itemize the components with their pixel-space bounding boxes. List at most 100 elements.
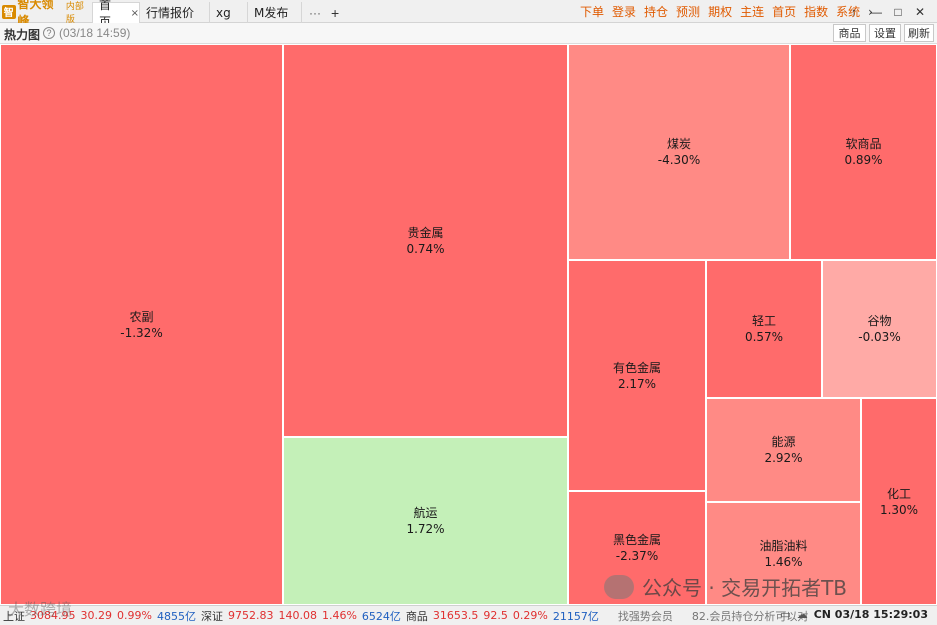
menu-order[interactable]: 下单 (580, 5, 605, 19)
refresh-button[interactable]: 刷新 (904, 24, 934, 42)
logo-icon: 智 (2, 4, 16, 19)
cell-percent: -1.32% (120, 325, 163, 340)
heatmap-cell-light-industry[interactable]: 轻工 0.57% (706, 260, 822, 398)
message-icon[interactable]: ▭ (780, 608, 791, 621)
menu-index[interactable]: 指数 (804, 5, 829, 19)
cell-percent: 1.46% (764, 554, 803, 569)
cell-name: 农副 (129, 309, 154, 324)
watermark-text: 公众号 · 交易开拓者TB (642, 576, 848, 600)
tab-m-publish[interactable]: M发布 (248, 2, 302, 23)
status-right: ▭ ☁ CN 03/18 15:29:03 (780, 608, 933, 621)
cell-name: 软商品 (845, 137, 882, 151)
ticker-message-2[interactable]: 82.会员持仓分析可以对 (691, 609, 809, 623)
cell-percent: 1.30% (879, 502, 919, 517)
heatmap-cell-ferrous[interactable]: 黑色金属 -2.37% (568, 491, 706, 605)
close-icon[interactable]: × (130, 7, 139, 19)
cell-name: 黑色金属 (612, 533, 661, 547)
ticker-message-1[interactable]: 找强势会员 (617, 609, 673, 623)
logo-edition: 内部版 (65, 1, 84, 25)
cell-percent: 0.89% (844, 153, 883, 167)
menu-forecast[interactable]: 预测 (676, 5, 701, 19)
heatmap-cell-nonferrous[interactable]: 有色金属 2.17% (568, 260, 706, 491)
cell-name: 贵金属 (407, 225, 444, 240)
sh-index-volume: 4855亿 (156, 609, 196, 623)
tab-bar: 智 智大领峰 内部版 首页 × 行情报价 xg M发布 ··· + 下单 登录 … (0, 0, 937, 29)
menu-login[interactable]: 登录 (612, 5, 637, 19)
heatmap-header: 热力图 ? (03/18 14:59) 商品 设置 刷新 (0, 23, 937, 44)
sz-index-label: 深证 (200, 609, 223, 623)
top-menu: 下单 登录 持仓 预测 期权 主连 首页 指数 系统 › (580, 0, 873, 23)
cell-name: 有色金属 (612, 360, 661, 375)
sz-index-volume: 6524亿 (361, 609, 401, 623)
minimize-icon[interactable]: — (870, 4, 882, 19)
menu-positions[interactable]: 持仓 (644, 5, 669, 19)
heatmap-cell-oils-oilseeds[interactable]: 油脂油料 1.46% (706, 502, 861, 605)
tab-label: xg (216, 5, 231, 20)
sz-index-percent: 1.46% (321, 609, 357, 622)
cell-percent: -0.03% (858, 330, 901, 344)
cell-percent: 0.74% (406, 241, 445, 256)
page-title: 热力图 (4, 28, 41, 42)
sector-heatmap: 农副 -1.32% 贵金属 0.74% 航运 1.72% 煤炭 -4.30% 软… (0, 44, 937, 605)
maximize-icon[interactable]: □ (894, 4, 902, 19)
chevron-right-icon[interactable]: › (868, 4, 873, 19)
heatmap-cell-grains[interactable]: 谷物 -0.03% (822, 260, 937, 398)
heatmap-cell-precious-metals[interactable]: 贵金属 0.74% (283, 44, 568, 437)
commodity-index-value: 31653.5 (432, 609, 479, 622)
sh-index-percent: 0.99% (117, 609, 152, 622)
cell-percent: 1.72% (406, 522, 445, 536)
app-logo: 智 智大领峰 内部版 (0, 0, 92, 28)
heatmap-cell-soft-commodities[interactable]: 软商品 0.89% (790, 44, 937, 260)
cell-percent: 2.17% (617, 376, 657, 391)
commodity-button[interactable]: 商品 (833, 24, 866, 42)
cloud-icon[interactable]: ☁ (796, 608, 808, 621)
menu-main-contract[interactable]: 主连 (740, 5, 765, 19)
cell-name: 能源 (771, 435, 796, 449)
cell-percent: -4.30% (657, 153, 701, 167)
heatmap-cell-shipping[interactable]: 航运 1.72% (283, 437, 568, 605)
clock-time: CN 03/18 15:29:03 (813, 608, 928, 621)
cell-percent: -2.37% (615, 549, 659, 563)
commodity-index-volume: 21157亿 (552, 609, 599, 623)
settings-button[interactable]: 设置 (869, 24, 901, 42)
sh-index-label: 上证 (3, 609, 25, 623)
tab-label: 行情报价 (146, 6, 195, 20)
pin-icon[interactable]: ↑ (851, 4, 857, 19)
tab-quotes[interactable]: 行情报价 (140, 2, 210, 23)
menu-system[interactable]: 系统 (836, 5, 861, 19)
close-window-icon[interactable]: ✕ (914, 4, 926, 19)
heatmap-cell-chemicals[interactable]: 化工 1.30% (861, 398, 937, 605)
status-bar: 上证 3084.95 30.29 0.99% 4855亿 深证 9752.83 … (0, 605, 937, 625)
sz-index-change: 140.08 (278, 609, 317, 622)
cell-name: 油脂油料 (759, 538, 808, 553)
more-tabs-icon[interactable]: ··· (309, 5, 321, 20)
sz-index-value: 9752.83 (227, 609, 274, 622)
commodity-index-percent: 0.29% (512, 609, 548, 622)
menu-options[interactable]: 期权 (708, 5, 733, 19)
cell-name: 谷物 (867, 314, 892, 328)
cell-percent: 2.92% (764, 451, 803, 465)
watermark-left: 大数跨境 (8, 600, 73, 619)
sh-index-change: 30.29 (80, 609, 113, 622)
cell-name: 轻工 (751, 314, 776, 328)
add-tab-icon[interactable]: + (331, 4, 340, 21)
watermark-right: 公众号 · 交易开拓者TB (604, 572, 847, 601)
tab-home[interactable]: 首页 × (92, 0, 140, 29)
menu-home[interactable]: 首页 (772, 5, 797, 19)
cell-name: 航运 (413, 506, 438, 520)
commodity-index-label: 商品 (405, 609, 428, 623)
cell-name: 煤炭 (666, 137, 691, 151)
commodity-index-change: 92.5 (483, 609, 508, 622)
window-controls: ↑ — □ ✕ (843, 0, 931, 23)
heatmap-cell-coal[interactable]: 煤炭 -4.30% (568, 44, 790, 260)
heatmap-cell-agri[interactable]: 农副 -1.32% (0, 44, 283, 605)
tab-label: M发布 (254, 6, 289, 20)
cell-percent: 0.57% (744, 330, 784, 344)
heatmap-cell-energy[interactable]: 能源 2.92% (706, 398, 861, 502)
wechat-icon (604, 574, 634, 599)
sh-index-value: 3084.95 (30, 609, 76, 622)
cell-name: 化工 (886, 486, 911, 501)
help-icon[interactable]: ? (43, 27, 55, 39)
tab-xg[interactable]: xg (210, 2, 248, 23)
data-timestamp: (03/18 14:59) (59, 26, 131, 40)
